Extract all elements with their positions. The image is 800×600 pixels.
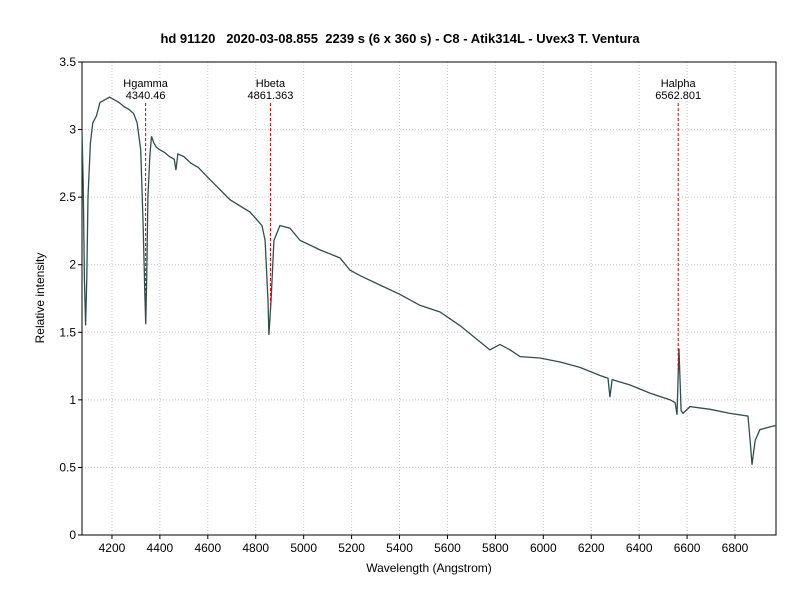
y-tick-label: 1.5 [59,325,76,339]
annotation-wavelength: 4340.46 [126,90,166,102]
plot-frame [81,61,777,536]
annotation-name: Halpha [661,78,697,90]
y-tick-label: 3 [69,123,76,137]
x-tick-label: 5600 [434,541,461,555]
y-tick-label: 1 [69,393,76,407]
spectrum-line [81,96,777,465]
annotation-wavelength: 4861.363 [247,90,293,102]
annotation-wavelength: 6562.801 [655,90,701,102]
x-tick-label: 6800 [722,541,749,555]
y-tick-label: 3.5 [59,55,76,69]
y-tick-label: 2.5 [59,190,76,204]
x-tick-label: 6400 [626,541,653,555]
x-tick-label: 6600 [674,541,701,555]
x-tick-label: 4800 [242,541,269,555]
x-tick-label: 6200 [578,541,605,555]
x-tick-label: 4400 [147,541,174,555]
y-tick-label: 0 [69,528,76,542]
x-tick-label: 4600 [194,541,221,555]
chart-title: hd 91120 2020-03-08.855 2239 s (6 x 360 … [160,31,640,46]
x-tick-label: 5200 [338,541,365,555]
x-axis-label: Wavelength (Angstrom) [366,561,492,575]
annotation-name: Hbeta [256,78,286,90]
x-tick-label: 5400 [386,541,413,555]
y-tick-label: 0.5 [59,460,76,474]
x-tick-label: 5000 [290,541,317,555]
annotation-name: Hgamma [123,78,169,90]
x-tick-label: 6000 [530,541,557,555]
y-axis-label: Relative intensity [33,253,47,344]
x-tick-label: 4200 [99,541,126,555]
y-tick-label: 2 [69,258,76,272]
x-tick-label: 5800 [482,541,509,555]
